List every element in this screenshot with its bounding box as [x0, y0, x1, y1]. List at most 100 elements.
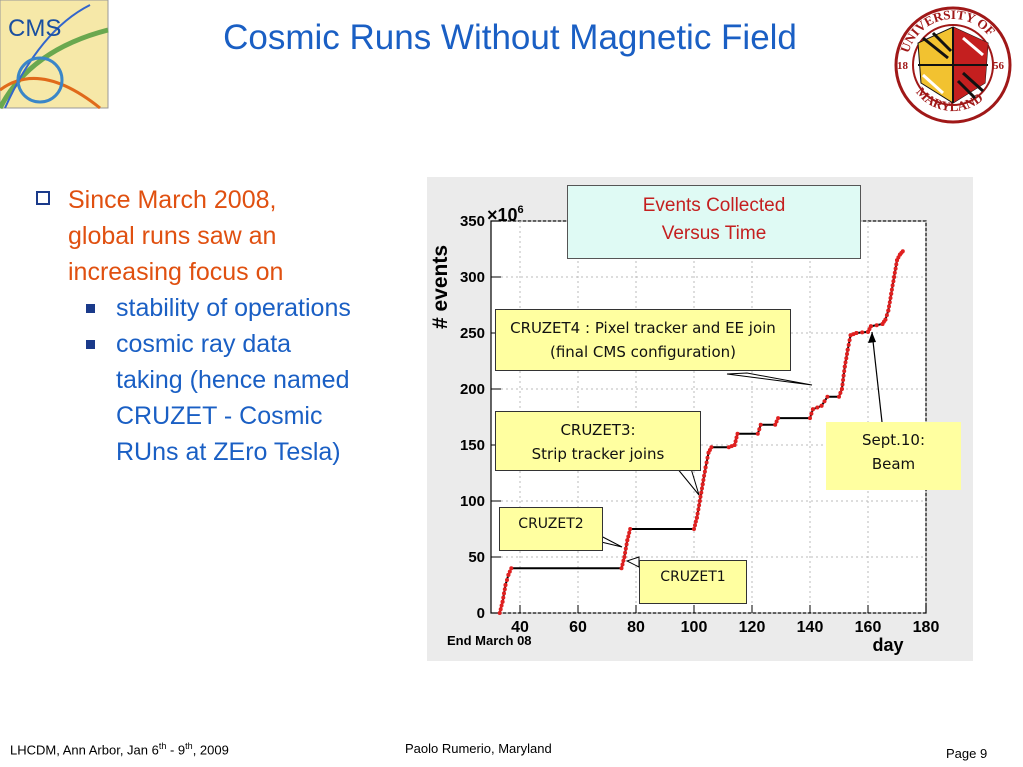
data-point	[500, 599, 505, 604]
data-point	[846, 342, 851, 347]
data-point	[774, 419, 779, 424]
data-point	[505, 578, 509, 582]
data-point	[886, 308, 891, 313]
y-tick-label: 350	[460, 213, 485, 230]
data-point	[732, 443, 737, 447]
footer-author: Paolo Rumerio, Maryland	[405, 741, 552, 756]
data-point	[700, 482, 705, 487]
data-point	[623, 546, 628, 551]
data-point	[874, 323, 879, 328]
callout-beam: Sept.10: Beam	[826, 422, 961, 490]
data-point	[842, 364, 847, 369]
data-point	[773, 422, 778, 427]
data-point	[734, 435, 739, 440]
data-point	[890, 283, 895, 288]
y-multiplier: ×106	[487, 204, 524, 225]
data-point	[900, 249, 905, 254]
data-point	[693, 523, 697, 528]
bullet-list: Since March 2008, global runs saw an inc…	[36, 182, 416, 470]
data-point	[622, 555, 627, 559]
data-point	[883, 317, 888, 322]
data-point	[703, 465, 708, 470]
data-point	[776, 416, 781, 421]
chart-panel: 40 60 80 100 120 140 160 180 0 50 100 150 200 250 300…	[427, 177, 973, 661]
data-point	[709, 445, 714, 450]
callout-beam-line2: Beam	[871, 455, 916, 473]
data-point	[757, 427, 762, 432]
y-tick-label: 200	[460, 381, 485, 398]
y-tick-label: 300	[460, 269, 485, 286]
y-axis-ticks: 0 50 100 150 200 250 300 350	[460, 213, 501, 622]
data-point	[838, 390, 843, 395]
data-point	[755, 431, 760, 436]
data-point	[843, 360, 848, 365]
event-curve	[497, 249, 905, 615]
bullet-main-line: increasing focus on	[68, 258, 284, 286]
bullet-main-line: Since March 2008,	[68, 186, 277, 214]
data-point	[620, 562, 625, 567]
data-point	[507, 569, 512, 574]
x-tick-label: 80	[627, 619, 645, 636]
callout-cruzet4-text: CRUZET4 : Pixel tracker and EE join (fin…	[510, 319, 776, 361]
data-point	[627, 530, 632, 535]
data-point	[839, 387, 844, 391]
data-point	[697, 503, 702, 508]
y-tick-label: 100	[460, 493, 485, 510]
data-point	[625, 538, 630, 543]
callout-cruzet3: CRUZET3: Strip tracker joins	[495, 411, 701, 471]
x-tick-label: 140	[797, 619, 824, 636]
footer-left-prefix: LHCDM, Ann Arbor, Jan 6	[10, 742, 159, 758]
bullet-sub-line: taking (hence named	[116, 366, 350, 394]
data-point	[841, 373, 846, 378]
data-point	[696, 507, 701, 512]
x-tick-label: 100	[681, 619, 708, 636]
data-point	[860, 330, 865, 335]
data-point	[694, 515, 699, 520]
data-point	[503, 583, 508, 587]
data-point	[692, 527, 696, 531]
x-tick-label: 160	[855, 619, 882, 636]
data-point	[825, 394, 830, 399]
data-point	[887, 300, 892, 305]
callout-events-line1: Events Collected	[642, 195, 786, 216]
data-point	[702, 473, 707, 478]
y-tick-label: 0	[477, 605, 485, 622]
data-point	[819, 403, 824, 408]
data-point	[733, 439, 738, 444]
bullet-sub-line: cosmic ray data	[116, 330, 292, 358]
data-point	[808, 416, 812, 421]
beam-arrow-head	[868, 332, 876, 343]
page-title: Cosmic Runs Without Magnetic Field	[223, 18, 797, 57]
data-point	[889, 287, 894, 292]
data-point	[847, 338, 852, 343]
checkbox-bullet-icon	[36, 191, 50, 205]
data-point	[891, 279, 896, 284]
bullet-sub-line: RUns at ZEro Tesla)	[116, 438, 341, 466]
x-axis-label: day	[872, 635, 903, 655]
bullet-main-line: global runs saw an	[68, 222, 277, 250]
bullet-main: Since March 2008, global runs saw an inc…	[36, 182, 416, 290]
callout-cruzet3-line1: CRUZET3:	[560, 421, 636, 439]
data-point	[695, 511, 700, 516]
bullet-sub-line: stability of operations	[116, 294, 351, 322]
callout-events-line2: Versus Time	[661, 223, 767, 244]
footer-left-sup2: th	[185, 741, 193, 751]
data-point	[698, 494, 703, 499]
data-point	[841, 378, 846, 382]
data-point	[892, 270, 897, 275]
data-point	[884, 313, 889, 318]
data-point	[888, 296, 893, 300]
callout-cruzet3-line2: Strip tracker joins	[531, 445, 665, 463]
data-point	[501, 595, 506, 600]
x-axis-ticks: 40 60 80 100 120 140 160 180	[511, 605, 939, 636]
umd-logo-year-right: 56	[993, 60, 1005, 72]
data-point	[840, 382, 845, 387]
y-tick-label: 50	[468, 549, 485, 566]
data-point	[509, 566, 514, 571]
footer-left-sup1: th	[158, 741, 167, 751]
data-point	[842, 369, 847, 374]
data-point	[845, 352, 849, 356]
data-point	[502, 587, 507, 592]
data-point	[502, 591, 506, 596]
beam-arrow	[871, 331, 883, 423]
